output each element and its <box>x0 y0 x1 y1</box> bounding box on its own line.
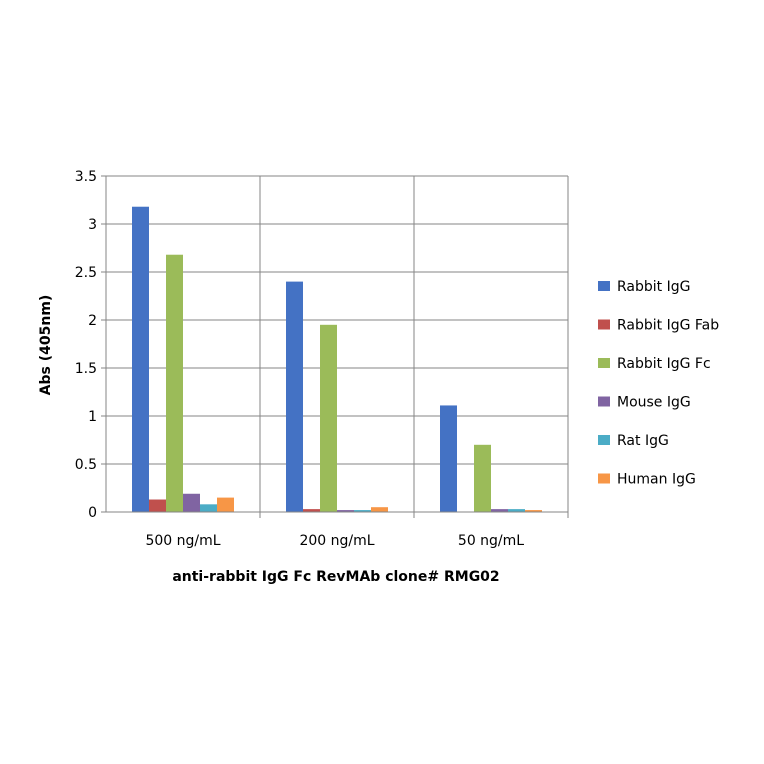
x-tick-labels: 500 ng/mL 200 ng/mL 50 ng/mL <box>145 533 524 549</box>
legend-swatch <box>598 358 610 368</box>
y-tick-label: 1 <box>88 409 97 425</box>
bar <box>149 499 166 512</box>
bar <box>508 509 525 512</box>
y-tick-label: 0 <box>88 505 97 521</box>
bar <box>491 509 508 512</box>
legend-swatch <box>598 473 610 484</box>
bar <box>474 444 491 512</box>
bar <box>166 254 183 512</box>
legend-label: Rat IgG <box>617 433 669 449</box>
y-tick-label: 3 <box>88 217 97 233</box>
legend-label: Rabbit IgG Fab <box>617 318 719 334</box>
x-tick-label: 50 ng/mL <box>458 533 524 549</box>
x-axis-title: anti-rabbit IgG Fc RevMAb clone# RMG02 <box>172 569 499 585</box>
legend-swatch <box>598 435 610 445</box>
legend-label: Rabbit IgG <box>617 279 690 295</box>
y-axis-title: Abs (405nm) <box>38 295 54 396</box>
x-tick-label: 200 ng/mL <box>299 533 374 549</box>
bar <box>132 206 149 512</box>
bar <box>303 509 320 512</box>
bar <box>525 510 542 512</box>
bar <box>320 324 337 512</box>
bar <box>354 510 371 512</box>
category-separators <box>259 176 569 518</box>
y-tick-label: 3.5 <box>75 169 97 185</box>
legend: Rabbit IgG Rabbit IgG Fab Rabbit IgG Fc Mou… <box>598 279 719 488</box>
y-tick-labels: 0 0.5 1 1.5 2 2.5 3 3.5 <box>75 169 97 521</box>
legend-label: Mouse IgG <box>617 395 691 411</box>
bar <box>286 281 303 512</box>
y-tick-label: 0.5 <box>75 457 97 473</box>
bar <box>217 497 234 512</box>
x-tick-label: 500 ng/mL <box>145 533 220 549</box>
bars <box>132 206 542 512</box>
legend-swatch <box>598 319 610 330</box>
legend-label: Rabbit IgG Fc <box>617 356 711 372</box>
bar <box>371 507 388 512</box>
bar <box>200 504 217 512</box>
legend-label: Human IgG <box>617 472 696 488</box>
y-tick-label: 2.5 <box>75 265 97 281</box>
bar <box>183 493 200 512</box>
bar <box>440 405 457 512</box>
y-tick-label: 1.5 <box>75 361 97 377</box>
axes <box>105 176 568 513</box>
legend-swatch <box>598 281 610 291</box>
y-tick-label: 2 <box>88 313 97 329</box>
legend-swatch <box>598 396 610 407</box>
bar <box>337 510 354 512</box>
